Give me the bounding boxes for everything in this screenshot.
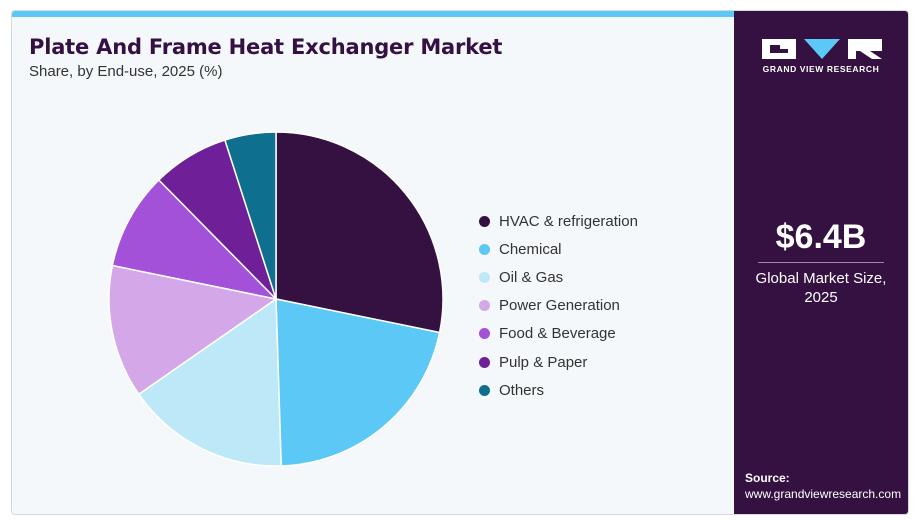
legend-item: HVAC & refrigeration xyxy=(479,207,638,235)
legend-swatch xyxy=(479,384,490,396)
legend-item: Others xyxy=(479,376,638,404)
market-size-label: Global Market Size, 2025 xyxy=(734,269,908,307)
legend-label: Power Generation xyxy=(499,297,620,315)
sidebar-panel: GRAND VIEW RESEARCH $6.4B Global Market … xyxy=(734,11,908,514)
logo-text: GRAND VIEW RESEARCH xyxy=(762,64,880,74)
legend-swatch xyxy=(479,300,490,312)
pie-slice-others xyxy=(223,131,277,300)
divider xyxy=(758,262,884,263)
legend-item: Chemical xyxy=(479,235,638,263)
pie-slice-power-generation xyxy=(108,264,278,396)
legend-label: Others xyxy=(499,381,545,399)
source-label: Source: xyxy=(745,471,790,485)
legend-item: Oil & Gas xyxy=(479,263,638,291)
legend-label: HVAC & refrigeration xyxy=(499,212,638,230)
chart-subtitle: Share, by End-use, 2025 (%) xyxy=(29,63,223,80)
legend-swatch xyxy=(479,356,490,368)
pie-slice-chemical xyxy=(275,298,441,467)
legend-item: Food & Beverage xyxy=(479,320,638,348)
legend-label: Oil & Gas xyxy=(499,268,564,286)
legend-swatch xyxy=(479,243,490,255)
pie-slice-food-beverage xyxy=(111,178,279,301)
legend-item: Power Generation xyxy=(479,292,638,320)
gvr-logo-icon xyxy=(762,39,882,59)
chart-legend: HVAC & refrigeration Chemical Oil & Gas Pow… xyxy=(479,207,638,404)
market-size-value: $6.4B xyxy=(775,218,867,256)
chart-card: Plate And Frame Heat Exchanger Market Sh… xyxy=(11,10,909,515)
pie-slice-oil-gas xyxy=(137,297,282,467)
legend-label: Food & Beverage xyxy=(499,325,616,343)
pie-slice-hvac-refrigeration xyxy=(275,131,444,334)
legend-swatch xyxy=(479,271,490,283)
legend-item: Pulp & Paper xyxy=(479,348,638,376)
pie-chart xyxy=(108,131,444,467)
accent-bar xyxy=(12,11,734,17)
legend-swatch xyxy=(479,215,490,227)
source-link[interactable]: www.grandviewresearch.com xyxy=(745,487,902,501)
legend-label: Chemical xyxy=(499,240,562,258)
legend-label: Pulp & Paper xyxy=(499,353,588,371)
market-size-label-line2: 2025 xyxy=(804,289,838,306)
chart-title: Plate And Frame Heat Exchanger Market xyxy=(29,35,503,59)
legend-swatch xyxy=(479,328,490,340)
market-size-label-line1: Global Market Size, xyxy=(755,270,887,287)
